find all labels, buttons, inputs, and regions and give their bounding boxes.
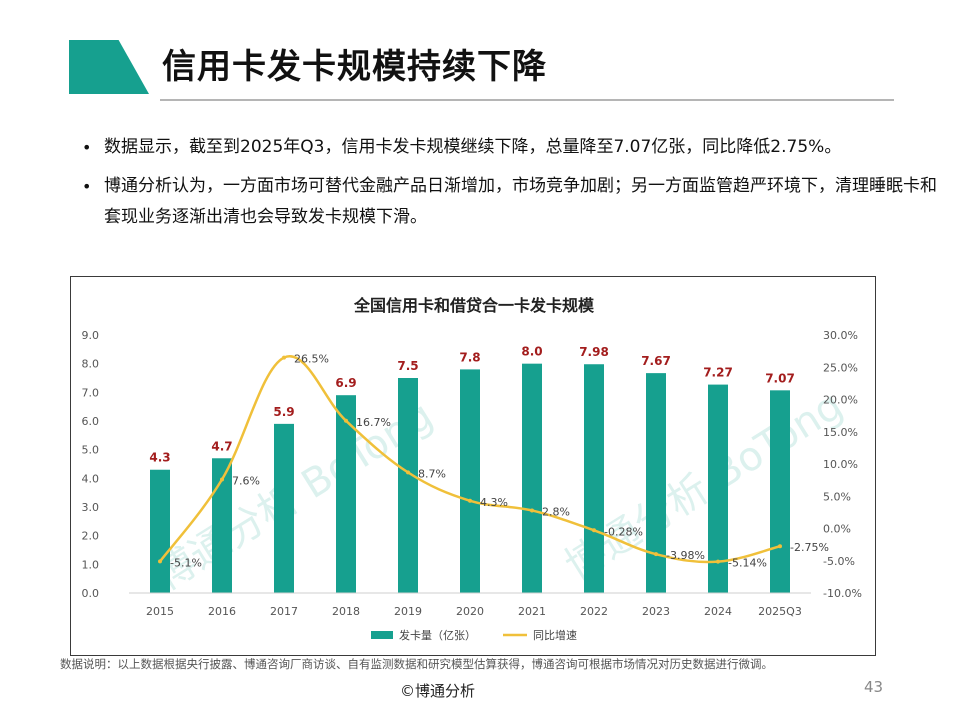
x-tick-label: 2019 [394, 605, 422, 618]
line-point [468, 498, 472, 503]
line-data-label: 8.7% [418, 467, 446, 480]
bar-data-label: 7.07 [765, 371, 795, 385]
line-data-label: -5.1% [170, 556, 202, 569]
bar [646, 373, 666, 593]
bar-data-label: 6.9 [335, 376, 356, 390]
line-data-label: 4.3% [480, 496, 508, 509]
y-right-tick-label: 30.0% [823, 329, 858, 342]
page-number: 43 [864, 678, 884, 696]
bar-data-label: 8.0 [521, 345, 542, 359]
y-right-tick-label: -5.0% [823, 555, 855, 568]
y-right-tick-label: 20.0% [823, 394, 858, 407]
line-data-label: 16.7% [356, 416, 391, 429]
line-point [406, 470, 410, 475]
bar [274, 423, 294, 593]
combo-chart: 全国信用卡和借贷合一卡发卡规模 博通分析 BoTong 博通分析 BoTong 4… [82, 296, 862, 642]
line-point [158, 559, 162, 564]
x-tick-label: 2022 [580, 605, 608, 618]
y-left-tick-label: 4.0 [82, 472, 100, 485]
legend-swatch-bar [371, 631, 393, 639]
y-left-tick-label: 5.0 [82, 444, 100, 457]
bar [460, 369, 480, 593]
growth-line [159, 354, 781, 564]
y-right-tick-label: 5.0% [823, 490, 851, 503]
line-point [778, 544, 782, 549]
y-left-tick-label: 1.0 [82, 558, 100, 571]
bar [398, 378, 418, 593]
legend-label: 同比增速 [533, 628, 577, 642]
bar [584, 364, 604, 593]
bar-data-label: 4.7 [211, 439, 232, 453]
chart-frame: 全国信用卡和借贷合一卡发卡规模 博通分析 BoTong 博通分析 BoTong 4… [70, 276, 876, 656]
y-right-tick-label: -10.0% [823, 587, 862, 600]
copyright-text: ©博通分析 [400, 682, 476, 700]
bullet-text: 博通分析认为，一方面市场可替代金融产品日渐增加，市场竞争加剧；另一方面监管趋严环… [104, 176, 937, 227]
line-data-label: 2.8% [542, 505, 570, 518]
y-left-tick-label: 3.0 [82, 501, 100, 514]
y-left-tick-label: 6.0 [82, 415, 100, 428]
line-point [654, 552, 658, 557]
bullet-dot: • [82, 138, 92, 157]
y-right-tick-label: 25.0% [823, 361, 858, 374]
bullet-list: • 数据显示，截至到2025年Q3，信用卡发卡规模继续下降，总量降至7.07亿张… [78, 132, 938, 241]
x-tick-label: 2017 [270, 605, 298, 618]
bar-data-label: 4.3 [149, 451, 170, 465]
y-left-tick-label: 7.0 [82, 386, 100, 399]
x-tick-label: 2018 [332, 605, 360, 618]
line-point [220, 477, 224, 482]
x-tick-label: 2025Q3 [758, 605, 802, 618]
page-title: 信用卡发卡规模持续下降 [162, 47, 547, 87]
line-data-label: -5.14% [728, 557, 767, 570]
line-point [592, 528, 596, 533]
x-tick-label: 2021 [518, 605, 546, 618]
y-left-tick-label: 8.0 [82, 358, 100, 371]
bar-data-label: 7.27 [703, 366, 733, 380]
bar-data-label: 5.9 [273, 405, 294, 419]
x-tick-label: 2020 [456, 605, 484, 618]
bar [336, 395, 356, 593]
bar [212, 458, 232, 593]
line-data-label: -0.28% [604, 525, 643, 538]
bullet-text: 数据显示，截至到2025年Q3，信用卡发卡规模继续下降，总量降至7.07亿张，同… [104, 137, 842, 157]
line-point [716, 559, 720, 564]
axes: 0.0 1.0 2.0 3.0 4.0 5.0 6.0 7.0 8.0 9.0 -10.0% -5.0… [82, 329, 862, 618]
bar-data-label: 7.67 [641, 354, 671, 368]
line-data-label: 7.6% [232, 474, 260, 487]
y-left-tick-label: 9.0 [82, 329, 100, 342]
line-point [344, 418, 348, 423]
line-data-label: -3.98% [666, 549, 705, 562]
bar-series: 4.3 4.7 5.9 6.9 7.5 7.8 8.0 7.98 7.67 7.27 7.07 [149, 345, 795, 593]
y-right-tick-label: 15.0% [823, 426, 858, 439]
line-data-label: 26.5% [294, 353, 329, 366]
bullet-item: • 博通分析认为，一方面市场可替代金融产品日渐增加，市场竞争加剧；另一方面监管趋… [78, 171, 938, 233]
line-point [282, 355, 286, 360]
line-data-label: -2.75% [790, 541, 829, 554]
y-right-tick-label: 10.0% [823, 458, 858, 471]
bar [522, 363, 542, 593]
bar [708, 384, 728, 593]
line-point [530, 508, 534, 513]
legend-label: 发卡量（亿张） [399, 628, 476, 642]
bar [150, 469, 170, 593]
title-accent-shape [69, 40, 149, 94]
y-left-tick-label: 2.0 [82, 530, 100, 543]
x-tick-label: 2015 [146, 605, 174, 618]
x-tick-label: 2016 [208, 605, 236, 618]
chart-title: 全国信用卡和借贷合一卡发卡规模 [353, 296, 595, 315]
bar-data-label: 7.5 [397, 359, 418, 373]
line-series: -5.1% 7.6% 26.5% 16.7% 8.7% 4.3% 2.8% -0.28% -3.… [158, 353, 829, 570]
title-divider [160, 99, 894, 101]
bullet-item: • 数据显示，截至到2025年Q3，信用卡发卡规模继续下降，总量降至7.07亿张… [78, 132, 938, 163]
y-left-tick-label: 0.0 [82, 587, 100, 600]
x-tick-label: 2023 [642, 605, 670, 618]
data-footnote: 数据说明：以上数据根据央行披露、博通咨询厂商访谈、自有监测数据和研究模型估算获得… [60, 657, 773, 671]
y-right-tick-label: 0.0% [823, 523, 851, 536]
bullet-dot: • [82, 177, 92, 196]
bar-data-label: 7.8 [459, 350, 480, 364]
bar-data-label: 7.98 [579, 345, 609, 359]
chart-legend: 发卡量（亿张） 同比增速 [371, 628, 577, 642]
bar [770, 390, 790, 593]
x-tick-label: 2024 [704, 605, 732, 618]
